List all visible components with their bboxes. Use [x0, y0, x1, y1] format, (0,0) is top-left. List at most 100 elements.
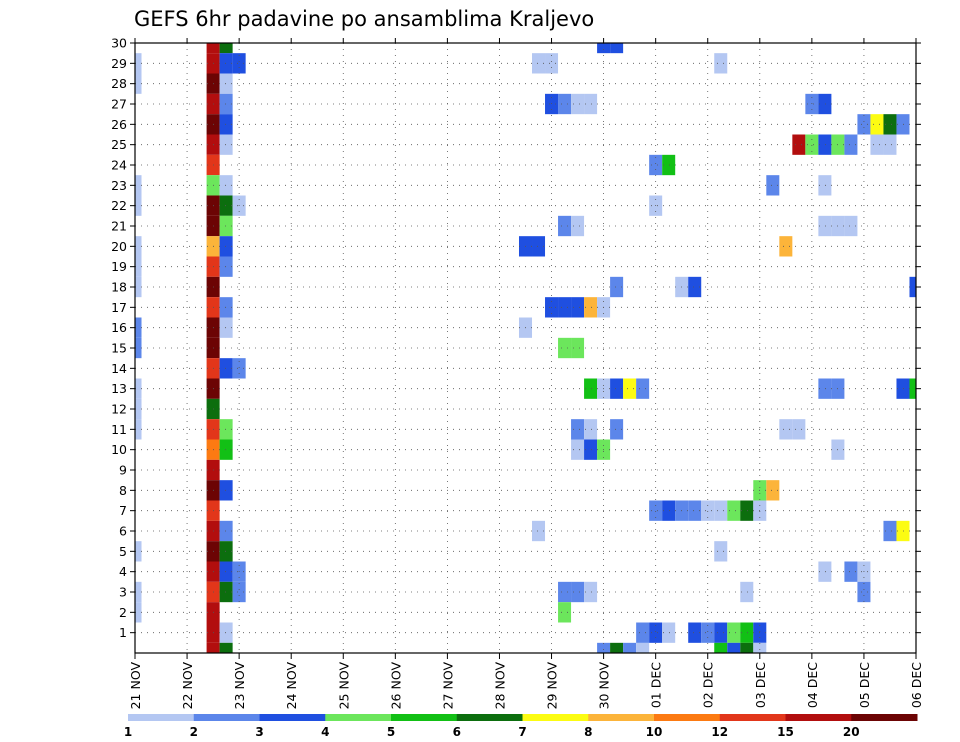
heatmap-cell — [219, 236, 233, 257]
heatmap-cell — [701, 622, 715, 643]
heatmap-cell — [219, 622, 233, 643]
heatmap-cell — [558, 602, 572, 623]
heatmap-cell — [219, 419, 233, 440]
heatmap-cell — [844, 561, 858, 582]
x-tick-label: 03 DEC — [753, 662, 768, 708]
heatmap-cell — [135, 541, 142, 562]
heatmap-cell — [714, 642, 728, 653]
x-tick-label: 22 NOV — [180, 662, 195, 710]
heatmap-cell — [135, 195, 142, 216]
heatmap-cell — [135, 602, 142, 623]
heatmap-cell — [597, 43, 611, 54]
colorbar-segment — [785, 714, 852, 721]
heatmap-cell — [714, 541, 728, 562]
y-tick-label: 27 — [111, 97, 127, 112]
heatmap-cell — [740, 622, 754, 643]
heatmap-cell — [219, 317, 233, 338]
heatmap-cell — [870, 114, 884, 135]
heatmap-cell — [649, 154, 663, 176]
heatmap-cell — [571, 215, 585, 237]
heatmap-cell — [219, 541, 233, 562]
heatmap-cell — [727, 500, 741, 521]
heatmap-cell — [883, 134, 897, 155]
heatmap-cell — [662, 500, 676, 521]
colorbar-label: 1 — [124, 725, 132, 739]
heatmap-cell — [135, 53, 142, 74]
heatmap-cell — [844, 134, 858, 155]
x-tick-label: 06 DEC — [909, 662, 924, 708]
heatmap-cell — [545, 53, 559, 74]
x-tick-label: 02 DEC — [701, 662, 716, 708]
colorbar-label: 10 — [646, 725, 663, 739]
colorbar-segment — [851, 714, 918, 721]
colorbar-label: 12 — [711, 725, 728, 739]
heatmap-cell — [232, 581, 246, 603]
heatmap-cell — [232, 53, 246, 74]
heatmap-cell — [219, 581, 233, 603]
x-tick-label: 23 NOV — [232, 662, 247, 710]
heatmap-cell — [558, 215, 572, 237]
heatmap-cell — [857, 581, 871, 603]
heatmap-cell — [740, 642, 754, 653]
y-tick-label: 15 — [111, 341, 127, 356]
heatmap-cell — [610, 419, 624, 440]
heatmap-cell — [883, 114, 897, 135]
heatmap-cell — [636, 378, 650, 399]
heatmap-cell — [219, 297, 233, 318]
heatmap-cell — [623, 642, 637, 653]
x-tick-label: 04 DEC — [805, 662, 820, 708]
heatmap-cell — [206, 43, 220, 54]
chart-title: GEFS 6hr padavine po ansamblima Kraljevo — [134, 7, 594, 31]
heatmap-cell — [558, 581, 572, 603]
y-tick-label: 6 — [119, 524, 127, 539]
heatmap-cell — [662, 154, 676, 176]
heatmap-cell — [740, 500, 754, 521]
heatmap-cell — [792, 134, 806, 155]
heatmap-cell — [896, 114, 910, 135]
heatmap-cell — [597, 642, 611, 653]
heatmap-cell — [135, 236, 142, 257]
heatmap-cell — [727, 642, 741, 653]
y-tick-label: 10 — [111, 442, 127, 457]
heatmap-cell — [219, 642, 233, 653]
heatmap-cell — [135, 73, 142, 94]
x-tick-label: 26 NOV — [388, 662, 403, 710]
y-tick-label: 28 — [111, 76, 127, 91]
heatmap-cell — [219, 439, 233, 460]
heatmap-cell — [558, 297, 572, 318]
y-tick-label: 13 — [111, 381, 127, 396]
y-tick-label: 19 — [111, 259, 127, 274]
heatmap-cell — [818, 215, 832, 237]
heatmap-cell — [219, 215, 233, 237]
heatmap-cell — [818, 378, 832, 399]
x-tick-label: 05 DEC — [857, 662, 872, 708]
heatmap-cell — [714, 622, 728, 643]
y-tick-label: 30 — [111, 36, 127, 51]
heatmap-cell — [135, 175, 142, 196]
heatmap-cell — [532, 53, 546, 74]
colorbar-segment — [522, 714, 589, 721]
heatmap-cell — [766, 175, 780, 196]
heatmap-cell — [135, 581, 142, 603]
heatmap-cell — [584, 93, 598, 115]
colorbar-label: 20 — [843, 725, 860, 739]
heatmap-cell — [649, 500, 663, 521]
heatmap-cell — [818, 175, 832, 196]
y-tick-label: 18 — [111, 280, 127, 295]
heatmap-cell — [135, 398, 142, 420]
heatmap-cell — [584, 581, 598, 603]
y-tick-label: 5 — [119, 544, 127, 559]
colorbar-label: 15 — [777, 725, 794, 739]
y-tick-label: 2 — [119, 605, 127, 620]
heatmap-cell — [909, 276, 916, 298]
colorbar-segment — [654, 714, 721, 721]
x-axis-ticks: 21 NOV 22 NOV 23 NOV 24 NOV 25 NOV 26 NOV 27 N… — [128, 38, 924, 709]
y-tick-label: 21 — [111, 219, 127, 234]
x-tick-label: 27 NOV — [440, 662, 455, 710]
colorbar-label: 8 — [584, 725, 592, 739]
heatmap-cell — [532, 236, 546, 257]
heatmap-cell — [532, 520, 546, 542]
colorbar-segment — [259, 714, 326, 721]
x-tick-label: 01 DEC — [649, 662, 664, 708]
colorbar-segment — [456, 714, 523, 721]
